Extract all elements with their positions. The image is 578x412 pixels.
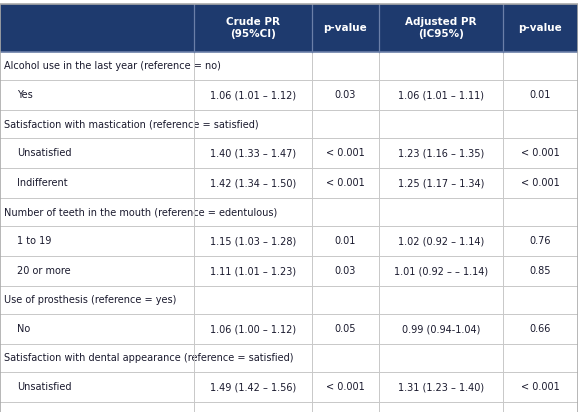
Text: < 0.001: < 0.001 — [326, 178, 365, 188]
Bar — [0, 344, 578, 372]
Text: Satisfaction with mastication (reference = satisfied): Satisfaction with mastication (reference… — [4, 119, 258, 129]
Text: p-value: p-value — [518, 23, 562, 33]
Bar — [0, 4, 578, 52]
Text: Alcohol use in the last year (reference = no): Alcohol use in the last year (reference … — [4, 61, 221, 71]
Text: < 0.001: < 0.001 — [326, 382, 365, 392]
Text: 1.01 (0.92 – – 1.14): 1.01 (0.92 – – 1.14) — [394, 266, 488, 276]
Text: 1.06 (1.00 – 1.12): 1.06 (1.00 – 1.12) — [210, 324, 296, 334]
Text: 20 or more: 20 or more — [17, 266, 71, 276]
Text: p-value: p-value — [324, 23, 367, 33]
Text: 1.23 (1.16 – 1.35): 1.23 (1.16 – 1.35) — [398, 148, 484, 158]
Text: 1.40 (1.33 – 1.47): 1.40 (1.33 – 1.47) — [210, 148, 296, 158]
Text: 0.03: 0.03 — [335, 266, 356, 276]
Bar — [0, 138, 578, 168]
Text: 1.06 (1.01 – 1.12): 1.06 (1.01 – 1.12) — [210, 90, 296, 100]
Text: 1.49 (1.42 – 1.56): 1.49 (1.42 – 1.56) — [210, 382, 296, 392]
Bar — [0, 80, 578, 110]
Text: 0.76: 0.76 — [529, 236, 551, 246]
Bar — [0, 286, 578, 314]
Text: Use of prosthesis (reference = yes): Use of prosthesis (reference = yes) — [4, 295, 176, 305]
Bar — [0, 198, 578, 226]
Text: 0.03: 0.03 — [335, 90, 356, 100]
Text: < 0.001: < 0.001 — [521, 382, 560, 392]
Text: Number of teeth in the mouth (reference = edentulous): Number of teeth in the mouth (reference … — [4, 207, 277, 217]
Text: Yes: Yes — [17, 90, 33, 100]
Bar — [0, 372, 578, 402]
Text: Satisfaction with dental appearance (reference = satisfied): Satisfaction with dental appearance (ref… — [4, 353, 294, 363]
Text: 1 to 19: 1 to 19 — [17, 236, 52, 246]
Text: No: No — [17, 324, 31, 334]
Bar — [0, 52, 578, 80]
Bar — [0, 168, 578, 198]
Text: 0.85: 0.85 — [529, 266, 551, 276]
Text: Adjusted PR
(IC95%): Adjusted PR (IC95%) — [405, 16, 476, 40]
Text: 0.01: 0.01 — [335, 236, 356, 246]
Text: 1.15 (1.03 – 1.28): 1.15 (1.03 – 1.28) — [210, 236, 296, 246]
Text: Unsatisfied: Unsatisfied — [17, 382, 72, 392]
Text: Unsatisfied: Unsatisfied — [17, 148, 72, 158]
Text: 1.25 (1.17 – 1.34): 1.25 (1.17 – 1.34) — [398, 178, 484, 188]
Text: Crude PR
(95%CI): Crude PR (95%CI) — [226, 16, 280, 40]
Bar — [0, 402, 578, 412]
Text: 1.31 (1.23 – 1.40): 1.31 (1.23 – 1.40) — [398, 382, 484, 392]
Text: 1.11 (1.01 – 1.23): 1.11 (1.01 – 1.23) — [210, 266, 296, 276]
Text: 1.06 (1.01 – 1.11): 1.06 (1.01 – 1.11) — [398, 90, 484, 100]
Bar — [0, 226, 578, 256]
Text: 0.66: 0.66 — [530, 324, 551, 334]
Text: Indifferent: Indifferent — [17, 178, 68, 188]
Text: 0.99 (0.94-1.04): 0.99 (0.94-1.04) — [402, 324, 480, 334]
Text: < 0.001: < 0.001 — [521, 178, 560, 188]
Bar — [0, 256, 578, 286]
Text: < 0.001: < 0.001 — [326, 148, 365, 158]
Bar — [0, 110, 578, 138]
Text: 0.01: 0.01 — [530, 90, 551, 100]
Bar — [0, 314, 578, 344]
Text: 1.42 (1.34 – 1.50): 1.42 (1.34 – 1.50) — [210, 178, 296, 188]
Text: 0.05: 0.05 — [335, 324, 356, 334]
Text: < 0.001: < 0.001 — [521, 148, 560, 158]
Text: 1.02 (0.92 – 1.14): 1.02 (0.92 – 1.14) — [398, 236, 484, 246]
